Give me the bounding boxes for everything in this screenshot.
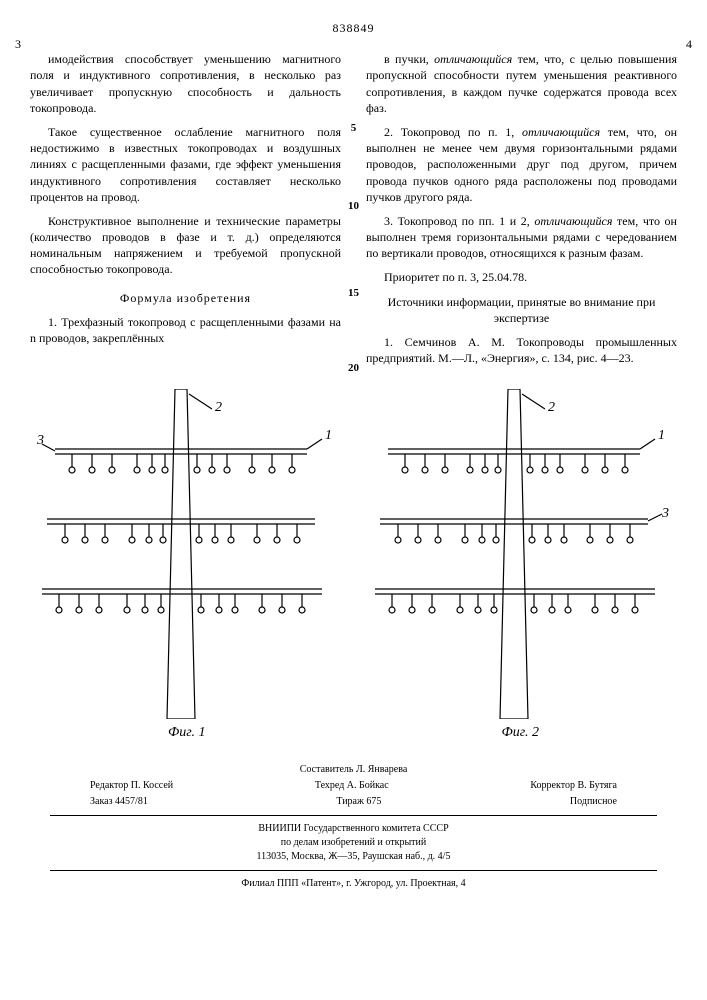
paragraph: 2. Токопровод по п. 1, отличающийся тем,… (366, 124, 677, 205)
fig1-svg: 1 2 3 (37, 389, 337, 719)
figures-row: 1 2 3 Фиг. 1 (30, 389, 677, 743)
paragraph: Такое существенное ослабление магнитного… (30, 124, 341, 205)
text-columns: 3 4 5 10 15 20 имодействия способствует … (30, 51, 677, 374)
paragraph: имодействия способствует уменьшению магн… (30, 51, 341, 116)
figure-1: 1 2 3 Фиг. 1 (37, 389, 337, 743)
paragraph: 1. Семчинов А. М. Токопроводы промышленн… (366, 334, 677, 366)
col-num-right: 4 (686, 36, 692, 52)
ref-3: 3 (661, 506, 669, 521)
paragraph: Конструктивное выполнение и технические … (30, 213, 341, 278)
patent-number: 838849 (30, 20, 677, 36)
fig1-label: Фиг. 1 (37, 724, 337, 743)
footer-org2: по делам изобретений и открытий (30, 836, 677, 850)
footer-editor: Редактор П. Коссей (90, 779, 173, 793)
col-num-left: 3 (15, 36, 21, 52)
paragraph: 3. Токопровод по пп. 1 и 2, отличающийся… (366, 213, 677, 262)
footer-tirazh: Тираж 675 (336, 795, 381, 809)
footer-divider (50, 870, 657, 871)
ref-2: 2 (215, 400, 222, 415)
paragraph: Приоритет по п. 3, 25.04.78. (366, 269, 677, 285)
fig2-svg: 1 2 3 (370, 389, 670, 719)
footer-composer: Составитель Л. Январева (30, 763, 677, 777)
paragraph: в пучки, отличающийся тем, что, с целью … (366, 51, 677, 116)
footer-tech: Техред А. Бойкас (315, 779, 389, 793)
footer-order: Заказ 4457/81 (90, 795, 148, 809)
footer-divider (50, 815, 657, 816)
ref-2: 2 (548, 400, 555, 415)
footer-branch: Филиал ППП «Патент», г. Ужгород, ул. Про… (30, 877, 677, 891)
fig2-label: Фиг. 2 (370, 724, 670, 743)
footer-org1: ВНИИПИ Государственного комитета СССР (30, 822, 677, 836)
footer: Составитель Л. Январева Редактор П. Косс… (30, 763, 677, 891)
footer-corrector: Корректор В. Бутяга (530, 779, 617, 793)
figure-2: 1 2 3 Фиг. 2 (370, 389, 670, 743)
line-marker: 15 (348, 286, 359, 301)
left-column: имодействия способствует уменьшению магн… (30, 51, 341, 374)
footer-addr: 113035, Москва, Ж—35, Раушская наб., д. … (30, 850, 677, 864)
line-marker: 10 (348, 199, 359, 214)
ref-3: 3 (37, 433, 44, 448)
ref-1: 1 (325, 428, 332, 443)
paragraph: 1. Трехфазный токопровод с расщепленными… (30, 314, 341, 346)
footer-sub: Подписное (570, 795, 617, 809)
line-marker: 20 (348, 361, 359, 376)
right-column: в пучки, отличающийся тем, что, с целью … (366, 51, 677, 374)
sources-title: Источники информации, принятые во вниман… (366, 294, 677, 326)
line-marker: 5 (351, 121, 357, 136)
ref-1: 1 (658, 428, 665, 443)
formula-title: Формула изобретения (30, 290, 341, 306)
